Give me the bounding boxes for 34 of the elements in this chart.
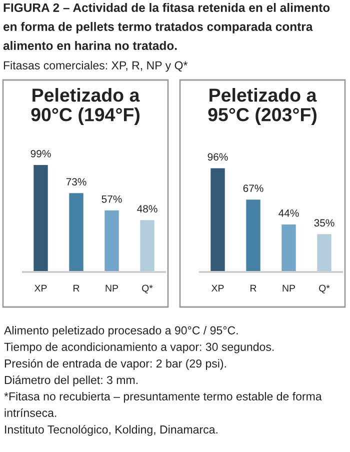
data-label: 96%: [208, 153, 228, 161]
text: FIGURA 2 – Actividad de la fitasa retenida en el alimento en forma de pellets termo tratados comparada contra alimento en harina no tratado.: [3, 3, 330, 50]
x-tick-label: NP: [106, 284, 118, 292]
x-tick-label: R: [250, 284, 256, 292]
x-tick-label: Q*: [142, 284, 153, 294]
bar: [282, 224, 296, 272]
bar: [69, 193, 84, 272]
bar: [104, 210, 119, 272]
text: Tiempo de acondicionamiento a vapor: 30 segundos.: [4, 342, 274, 354]
text: Instituto Tecnológico, Kolding, Dinamarca.: [5, 425, 218, 436]
bar: [140, 220, 154, 272]
bar: [210, 168, 225, 272]
x-tick-label: NP: [282, 284, 295, 292]
data-label: 73%: [66, 178, 86, 186]
data-label: 99%: [30, 150, 51, 158]
data-label: 67%: [243, 184, 264, 192]
chart-title: Peletizado a 95°C (203°F): [208, 88, 317, 125]
text: Alimento peletizado procesado a 90°C / 95°C.: [4, 326, 238, 337]
text: Presión de entrada de vapor: 2 bar (29 psi).: [4, 359, 226, 370]
bar: [246, 200, 260, 272]
data-label: 44%: [278, 210, 299, 217]
data-label: 35%: [314, 219, 334, 227]
x-tick-label: R: [74, 284, 80, 292]
x-tick-label: XP: [34, 284, 47, 292]
bar: [34, 165, 48, 272]
data-label: 57%: [102, 195, 122, 203]
bar: [317, 234, 332, 272]
text: Fitasas comerciales: XP, R, NP y Q*: [4, 61, 188, 72]
x-tick-label: XP: [211, 284, 224, 292]
text: *Fitasa no recubierta – presuntamente termo estable de forma intrínseca.: [4, 392, 322, 417]
data-label: 48%: [137, 205, 158, 213]
x-tick-label: Q*: [319, 284, 330, 294]
text: Diámetro del pellet: 3 mm.: [4, 376, 138, 386]
chart-title: Peletizado a 90°C (194°F): [31, 88, 140, 125]
